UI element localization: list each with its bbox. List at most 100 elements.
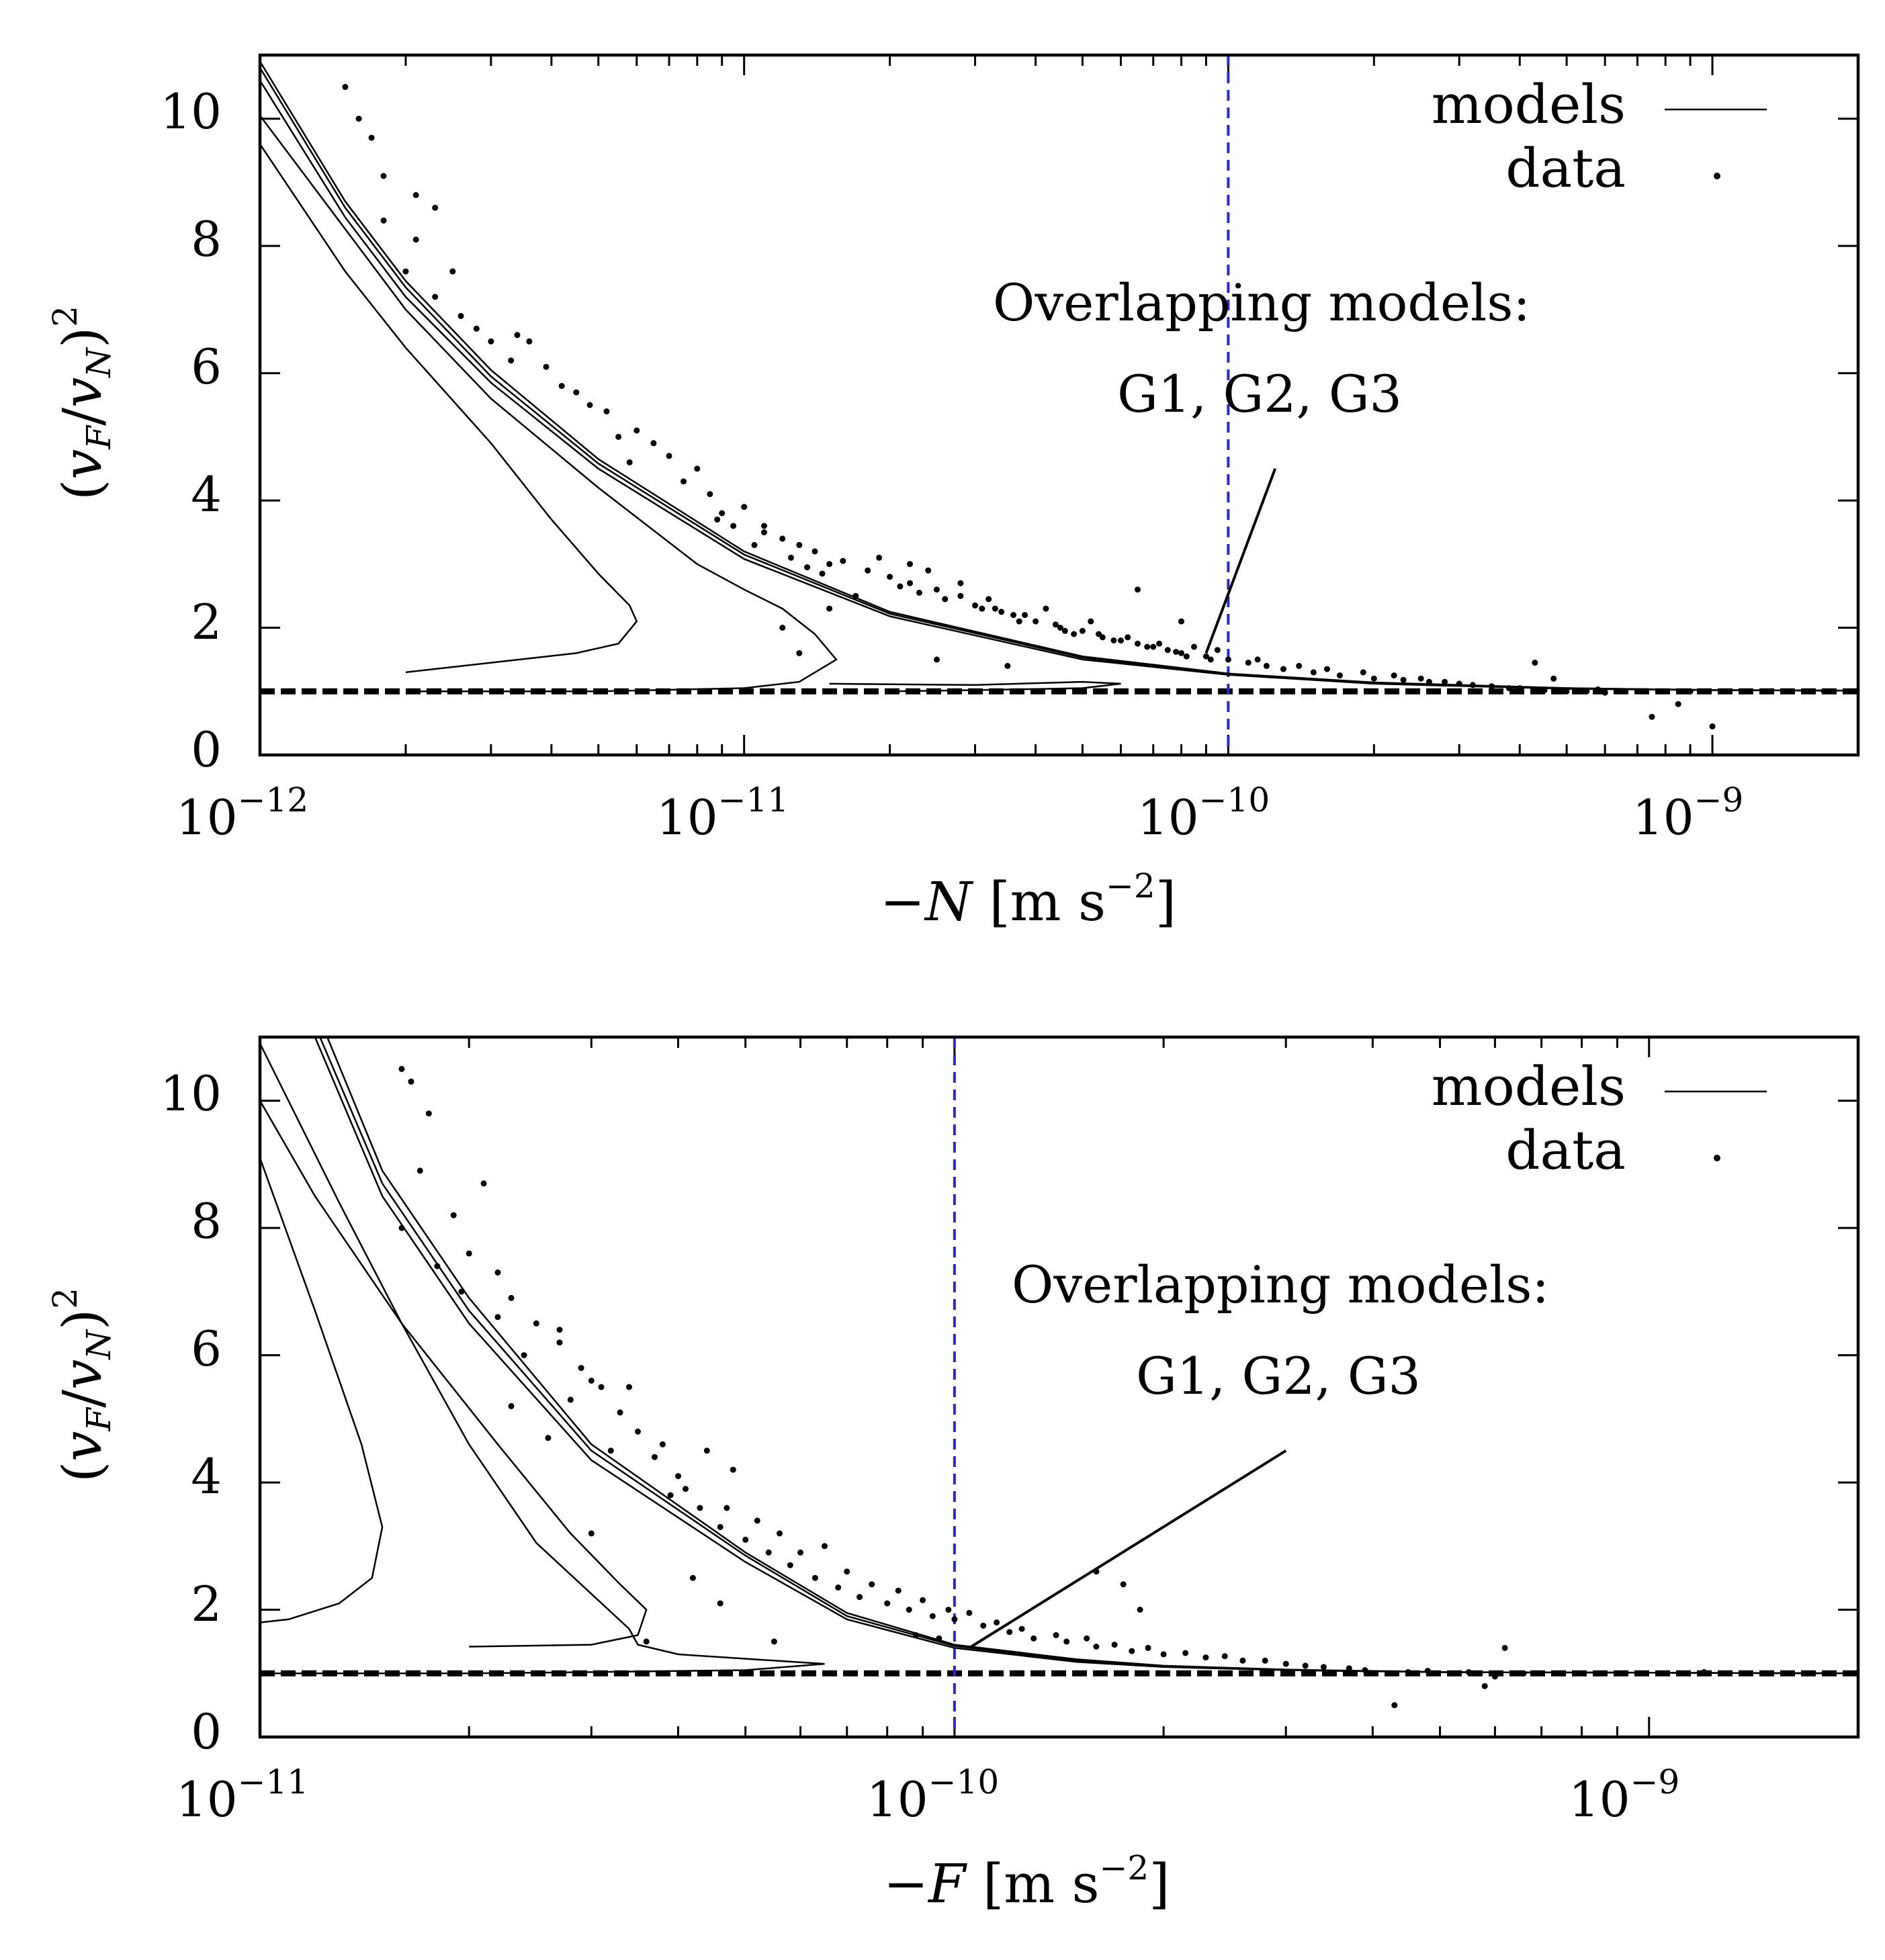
bottom-data-point [1597, 1670, 1604, 1677]
top-data-point [1135, 640, 1141, 647]
bottom-data-point [667, 1492, 674, 1499]
top-data-point [1602, 689, 1608, 696]
top-data-point [1336, 672, 1343, 679]
top-data-point [1516, 685, 1523, 691]
top-y-axis-title: (vF/vN)2 [46, 306, 118, 500]
top-data-point [432, 204, 439, 211]
top-data-point [1505, 685, 1512, 691]
top-data-point [514, 332, 521, 339]
top-data-point [1178, 650, 1184, 656]
top-data-point [998, 609, 1005, 615]
bottom-data-point [408, 1078, 414, 1085]
bottom-data-point [689, 1574, 696, 1581]
bottom-data-point [598, 1384, 605, 1390]
bottom-data-point [951, 1616, 958, 1623]
top-data-point [1296, 662, 1303, 669]
top-data-point [1391, 672, 1397, 679]
bottom-data-point [1320, 1664, 1327, 1671]
bottom-annotation-line2: G1, G2, G3 [1136, 1346, 1421, 1406]
bottom-annotation-line1: Overlapping models: [1012, 1255, 1549, 1315]
bottom-data-point [812, 1574, 818, 1581]
bottom-data-point [1053, 1632, 1059, 1638]
bottom-data-point [1302, 1662, 1309, 1669]
top-data-point [1150, 643, 1157, 650]
top-data-point [1709, 723, 1716, 729]
bottom-data-point [1346, 1665, 1352, 1672]
bottom-x-tick-1e-10: 10−10 [867, 1763, 999, 1828]
top-data-point [1254, 656, 1261, 663]
bottom-data-point [835, 1584, 842, 1591]
top-data-point [380, 173, 387, 179]
bottom-model-curve-G3 [314, 1037, 1858, 1675]
top-data-point [1061, 627, 1068, 634]
top-data-point [796, 650, 803, 656]
top-data-point [1649, 713, 1655, 720]
top-data-point [1183, 653, 1190, 660]
top-data-point [1360, 669, 1366, 676]
bottom-legend: models data [1432, 1055, 1767, 1182]
bottom-data-point [1145, 1644, 1151, 1651]
bottom-annotation-pointer-line [968, 1450, 1287, 1650]
bottom-data-point [913, 1632, 919, 1638]
bottom-x-tick-1e-11: 10−11 [176, 1763, 308, 1828]
bottom-data-point [1137, 1607, 1143, 1613]
top-data-point [412, 191, 419, 198]
top-annotation-pointer [1204, 468, 1277, 654]
top-data-point [1280, 666, 1286, 672]
top-data-point [788, 554, 794, 561]
top-data-point [1071, 631, 1078, 637]
top-x-tick-1e-11: 10−11 [656, 781, 789, 846]
top-x-tick-1e-10: 10−10 [1137, 781, 1270, 846]
bottom-data-point [980, 1622, 987, 1629]
bottom-data-point [771, 1638, 777, 1645]
top-data-points [342, 83, 1827, 729]
bottom-data-point [521, 1352, 527, 1359]
top-plot-frame [258, 53, 1860, 757]
top-data-point [1245, 660, 1252, 666]
bottom-y-tick-labels: 0 2 4 6 8 10 [160, 1065, 222, 1760]
bottom-data-point [578, 1365, 584, 1372]
top-data-point [957, 580, 964, 586]
top-data-point [1191, 643, 1197, 650]
bottom-data-point [1129, 1648, 1135, 1654]
bottom-x-tick-1e-9: 10−9 [1569, 1763, 1679, 1828]
bottom-data-point [1018, 1625, 1025, 1632]
top-data-point [1225, 656, 1231, 663]
bottom-annotation-pointer [968, 1450, 1287, 1650]
bottom-data-point [659, 1441, 666, 1447]
top-data-point [942, 596, 949, 603]
top-data-point [1118, 637, 1124, 643]
bottom-data-point [567, 1396, 574, 1403]
top-data-point [1595, 686, 1602, 693]
top-data-point [1057, 625, 1063, 631]
top-data-point [979, 605, 985, 612]
top-data-point [380, 217, 387, 224]
top-data-point [876, 554, 883, 561]
bottom-data-point [1491, 1673, 1498, 1680]
top-model-curve-model-6 [260, 143, 638, 674]
top-data-point [992, 605, 998, 612]
bottom-data-point [1093, 1644, 1100, 1650]
top-data-point [402, 268, 409, 275]
top-data-point [1173, 649, 1180, 655]
bottom-y-axis-title: (vF/vN)2 [46, 1288, 118, 1482]
top-data-point [626, 459, 633, 465]
top-y-tick-0: 0 [191, 721, 222, 778]
top-data-point [1207, 656, 1214, 663]
top-data-point [907, 580, 913, 586]
bottom-model-curve-model-6 [260, 1157, 384, 1623]
top-data-point [368, 134, 375, 141]
bottom-data-point [857, 1594, 863, 1601]
top-data-point [719, 510, 726, 517]
bottom-data-point [936, 1635, 942, 1642]
top-data-point [934, 656, 940, 663]
top-data-point [804, 564, 811, 571]
top-legend: models data [1432, 73, 1767, 199]
top-y-tick-10: 10 [160, 83, 222, 140]
top-model-curve-model-5 [829, 680, 1121, 693]
bottom-legend-data-swatch [1714, 1155, 1720, 1161]
top-data-point [812, 548, 818, 555]
bottom-data-point [1084, 1635, 1090, 1642]
top-data-point [633, 427, 640, 434]
